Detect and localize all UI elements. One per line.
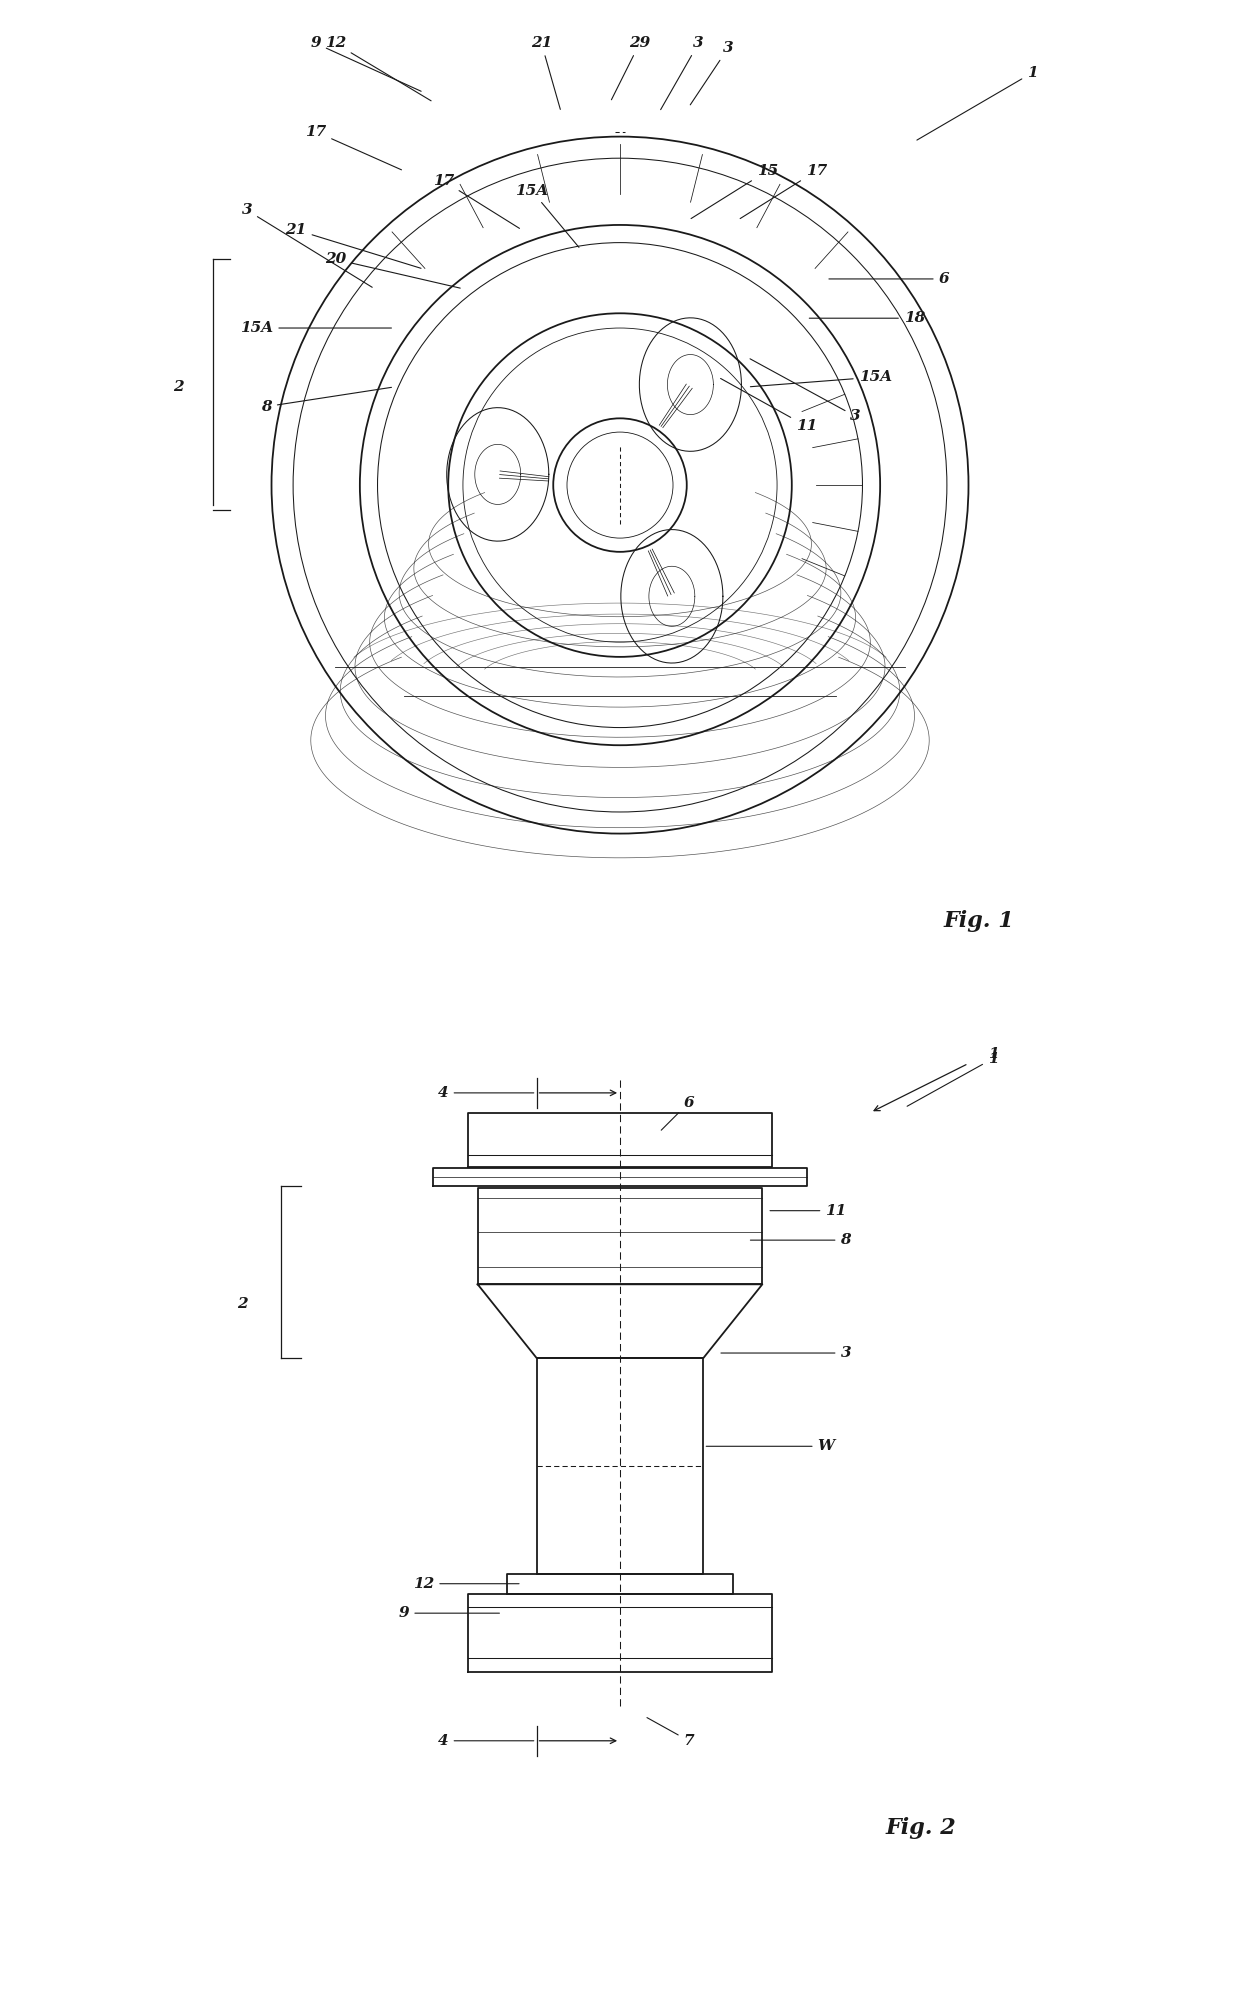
Text: 11: 11 bbox=[720, 379, 817, 433]
Text: 6: 6 bbox=[661, 1095, 694, 1131]
Text: 1: 1 bbox=[916, 66, 1038, 140]
Text: 7: 7 bbox=[647, 1718, 694, 1748]
Text: 8: 8 bbox=[262, 387, 392, 413]
Polygon shape bbox=[537, 1357, 703, 1574]
Text: 15A: 15A bbox=[750, 371, 892, 387]
Text: 17: 17 bbox=[305, 124, 402, 170]
Text: 12: 12 bbox=[413, 1576, 520, 1590]
Text: 12: 12 bbox=[325, 36, 432, 100]
Text: 8: 8 bbox=[750, 1233, 851, 1247]
Polygon shape bbox=[477, 1189, 763, 1285]
Text: Fig. 1: Fig. 1 bbox=[944, 910, 1014, 932]
Text: 9: 9 bbox=[399, 1606, 500, 1620]
Text: 20: 20 bbox=[325, 253, 460, 289]
Text: 2: 2 bbox=[237, 1297, 247, 1311]
Polygon shape bbox=[477, 1285, 763, 1357]
Text: 18: 18 bbox=[810, 311, 925, 325]
Text: Fig. 2: Fig. 2 bbox=[885, 1817, 956, 1839]
Text: 9: 9 bbox=[310, 36, 422, 92]
Text: 15: 15 bbox=[691, 164, 777, 219]
Text: 2: 2 bbox=[172, 379, 184, 393]
Polygon shape bbox=[434, 1169, 806, 1187]
Text: 17: 17 bbox=[740, 164, 827, 219]
Text: 21: 21 bbox=[531, 36, 560, 110]
Text: 1: 1 bbox=[908, 1051, 998, 1107]
Text: 4: 4 bbox=[438, 1734, 533, 1748]
Polygon shape bbox=[467, 1113, 773, 1167]
Text: 17: 17 bbox=[433, 174, 520, 229]
Text: 3: 3 bbox=[242, 203, 372, 287]
Text: 15A: 15A bbox=[241, 321, 392, 335]
Polygon shape bbox=[467, 1594, 773, 1672]
Text: 3: 3 bbox=[661, 36, 704, 110]
Text: 29: 29 bbox=[611, 36, 650, 100]
Text: 3: 3 bbox=[750, 359, 861, 423]
Text: 6: 6 bbox=[828, 273, 950, 287]
Polygon shape bbox=[507, 1574, 733, 1594]
Text: 4: 4 bbox=[438, 1087, 533, 1101]
Text: W: W bbox=[707, 1440, 835, 1454]
Text: 1: 1 bbox=[988, 1047, 998, 1061]
Text: 21: 21 bbox=[285, 223, 422, 269]
Text: 11: 11 bbox=[770, 1203, 847, 1217]
Text: 15A: 15A bbox=[515, 184, 579, 247]
Text: 3: 3 bbox=[691, 42, 733, 104]
Text: 3: 3 bbox=[720, 1345, 851, 1359]
